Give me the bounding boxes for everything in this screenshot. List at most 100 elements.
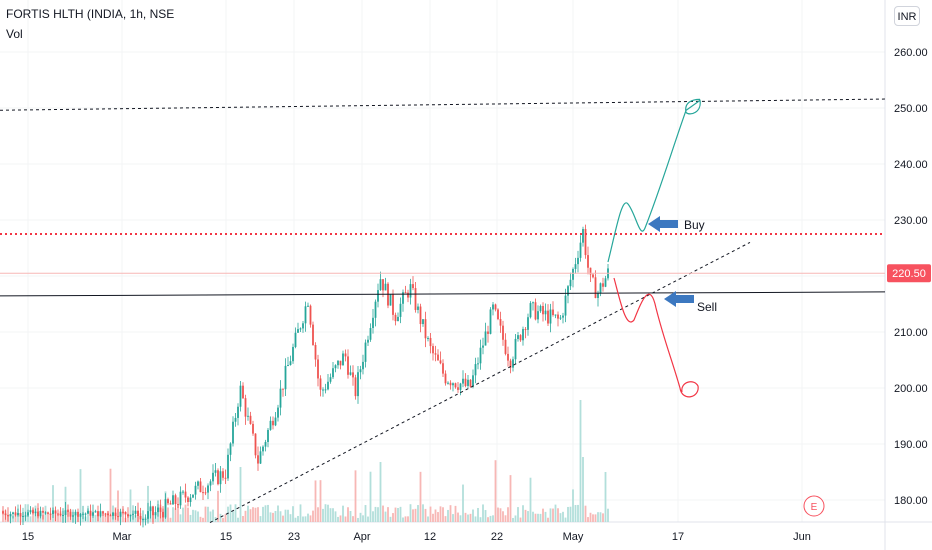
x-tick-label: 15 xyxy=(22,531,34,543)
volume-bar xyxy=(272,512,274,522)
currency-button[interactable]: INR xyxy=(894,6,920,26)
candle-body xyxy=(487,331,489,334)
candle-body xyxy=(442,363,444,374)
volume-bar xyxy=(457,512,459,522)
volume-bar xyxy=(444,516,447,522)
buy-scenario-path xyxy=(607,98,701,263)
candle-body xyxy=(162,511,164,518)
candle-body xyxy=(119,511,122,517)
candle-body xyxy=(362,361,364,370)
volume-bar xyxy=(454,505,457,522)
candle-body xyxy=(177,503,179,506)
candle-body xyxy=(99,511,102,517)
candle-body xyxy=(512,359,514,368)
volume-bar xyxy=(469,513,472,522)
volume-bar xyxy=(369,471,372,522)
volume-bar xyxy=(352,516,354,522)
candle-body xyxy=(359,369,362,373)
x-tick-label: 22 xyxy=(491,531,503,543)
candle-body xyxy=(82,513,84,515)
volume-bar xyxy=(419,471,422,522)
candle-body xyxy=(74,511,77,516)
volume-bar xyxy=(367,516,369,522)
volume-bar xyxy=(282,515,284,522)
candle-body xyxy=(389,294,392,306)
sell-scenario-path xyxy=(613,277,699,398)
volume-bar xyxy=(462,484,464,522)
volume-bar xyxy=(254,507,257,522)
volume-bar xyxy=(394,507,397,522)
volume-bar xyxy=(247,505,249,522)
candle-body xyxy=(579,242,582,258)
candle-body xyxy=(494,304,497,310)
candle-body xyxy=(502,325,504,340)
candle-body xyxy=(352,372,354,378)
volume-bar xyxy=(262,506,264,522)
candle-body xyxy=(414,288,417,310)
volume-bar xyxy=(14,515,17,522)
candle-body xyxy=(587,255,589,268)
volume-bar xyxy=(459,515,462,522)
x-tick-label: 17 xyxy=(672,531,684,543)
volume-bar xyxy=(334,511,337,522)
volume-bar xyxy=(402,517,404,522)
volume-label: Vol xyxy=(6,27,23,41)
candle-body xyxy=(157,507,159,513)
volume-bar xyxy=(592,514,594,522)
candle-body xyxy=(439,360,442,364)
volume-bar xyxy=(319,480,322,522)
candle-body xyxy=(449,382,452,386)
volume-bar xyxy=(537,513,539,522)
volume-bar xyxy=(497,507,499,522)
candle-body xyxy=(497,309,499,320)
candle-body xyxy=(64,510,67,515)
volume-bar xyxy=(599,512,602,522)
y-tick-label: 190.00 xyxy=(894,439,928,451)
volume-bar xyxy=(29,516,32,522)
volume-bar xyxy=(412,509,414,522)
candle-body xyxy=(519,335,522,341)
candle-body xyxy=(49,513,52,515)
volume-bar xyxy=(509,475,512,522)
candle-body xyxy=(22,515,24,517)
candle-body xyxy=(187,497,189,503)
candle-body xyxy=(114,512,117,517)
volume-bar xyxy=(122,508,124,522)
candle-body xyxy=(517,335,519,339)
candle-body xyxy=(237,406,239,418)
volume-bar xyxy=(32,508,34,522)
y-tick-label: 250.00 xyxy=(894,103,928,115)
volume-bar xyxy=(329,508,332,522)
volume-bar xyxy=(209,511,212,522)
volume-bar xyxy=(189,514,192,522)
candle-body xyxy=(27,512,29,516)
candle-body xyxy=(2,511,4,514)
volume-bar xyxy=(217,490,219,522)
candle-body xyxy=(484,331,487,346)
volume-bar xyxy=(477,507,479,522)
volume-bar xyxy=(472,509,474,522)
candle-body xyxy=(559,317,562,319)
candle-body xyxy=(172,495,174,505)
candle-body xyxy=(104,513,107,515)
volume-bar xyxy=(59,511,62,522)
candle-body xyxy=(369,328,372,340)
volume-bar xyxy=(332,508,334,522)
candle-body xyxy=(122,511,124,513)
y-tick-label: 200.00 xyxy=(894,383,928,395)
candle-body xyxy=(472,375,474,387)
candle-body xyxy=(602,283,604,287)
candle-body xyxy=(332,368,334,378)
volume-bar xyxy=(562,511,564,522)
candle-body xyxy=(107,513,109,516)
candle-body xyxy=(34,511,37,514)
sell-arrow-icon-shape xyxy=(664,291,694,307)
candle-body xyxy=(599,283,602,294)
volume-bar xyxy=(374,506,377,522)
candle-body xyxy=(132,513,134,515)
volume-bar xyxy=(52,485,54,522)
sell-arrow-icon xyxy=(664,291,694,307)
volume-bar xyxy=(79,469,82,522)
volume-bar xyxy=(377,507,379,522)
